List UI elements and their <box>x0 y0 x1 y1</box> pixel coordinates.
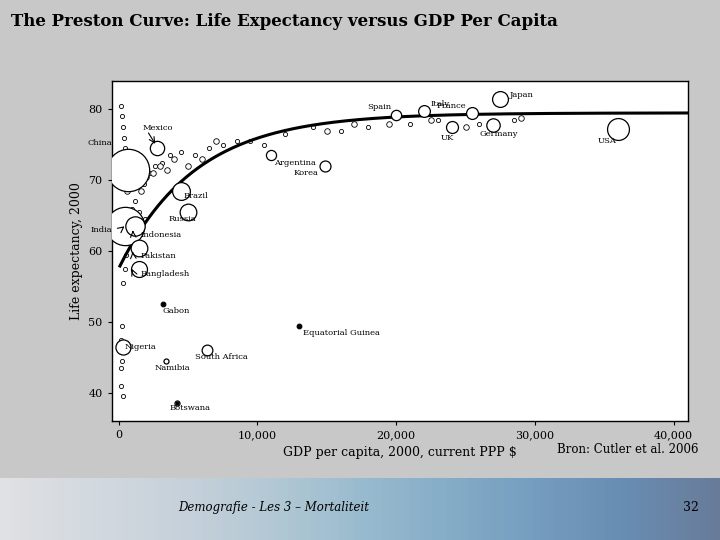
X-axis label: GDP per capita, 2000, current PPP $: GDP per capita, 2000, current PPP $ <box>283 446 516 459</box>
Text: Gabon: Gabon <box>163 307 190 315</box>
Text: USA: USA <box>598 137 616 145</box>
Text: Germany: Germany <box>480 130 518 138</box>
Y-axis label: Life expectancy, 2000: Life expectancy, 2000 <box>70 182 83 320</box>
Text: France: France <box>437 102 467 110</box>
Text: Spain: Spain <box>367 103 392 111</box>
Text: Argentina: Argentina <box>274 159 316 166</box>
Text: India: India <box>91 226 112 234</box>
Text: Mexico: Mexico <box>142 125 173 132</box>
Text: Bron: Cutler et al. 2006: Bron: Cutler et al. 2006 <box>557 443 698 456</box>
Text: Equatorial Guinea: Equatorial Guinea <box>303 329 380 336</box>
Text: Nigeria: Nigeria <box>125 343 156 351</box>
Text: 32: 32 <box>683 501 698 514</box>
Text: Bangladesh: Bangladesh <box>140 271 190 279</box>
Text: China: China <box>88 139 112 147</box>
Text: UK: UK <box>441 134 454 141</box>
Text: Italy: Italy <box>431 100 450 107</box>
Text: Demografie - Les 3 – Mortaliteit: Demografie - Les 3 – Mortaliteit <box>178 501 369 514</box>
Text: Korea: Korea <box>294 169 318 177</box>
Text: Indonesia: Indonesia <box>140 231 182 239</box>
Text: Botswana: Botswana <box>170 404 211 413</box>
Text: Pakistan: Pakistan <box>140 252 176 260</box>
Text: South Africa: South Africa <box>195 353 248 361</box>
Text: Russia: Russia <box>168 215 196 223</box>
Text: Japan: Japan <box>510 91 534 99</box>
Text: The Preston Curve: Life Expectancy versus GDP Per Capita: The Preston Curve: Life Expectancy versu… <box>11 14 558 30</box>
Text: Brazil: Brazil <box>184 192 209 200</box>
Text: Namibia: Namibia <box>155 364 190 372</box>
